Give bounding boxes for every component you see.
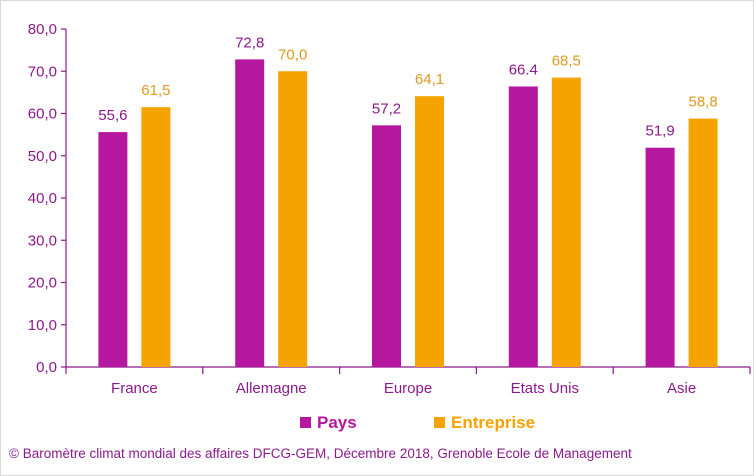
data-label: 61,5 [141,82,170,99]
bar-pays [235,59,265,368]
x-category-label: France [111,380,158,397]
x-category-label: Etats Unis [511,380,579,397]
legend-label-entreprise: Entreprise [451,413,535,432]
bar-entreprise [278,71,308,367]
y-tick-label: 10,0 [28,317,57,334]
x-category-label: Europe [384,380,432,397]
legend-swatch-pays [300,417,311,428]
y-tick-label: 60,0 [28,106,57,123]
chart-caption: © Baromètre climat mondial des affaires … [9,446,632,461]
y-tick-label: 70,0 [28,63,57,80]
bar-entreprise [551,77,581,368]
data-label: 68,5 [552,53,581,70]
data-label: 64,1 [415,71,444,88]
y-tick-label: 30,0 [28,232,57,249]
x-category-label: Allemagne [236,380,307,397]
bar-pays [98,132,128,367]
bar-pays [508,86,538,368]
bar-entreprise [415,96,444,368]
bar-entreprise [141,107,171,367]
data-label: 51,9 [645,123,674,140]
data-label: 72,8 [235,34,264,51]
data-label: 66.4 [509,61,538,78]
y-tick-label: 0,0 [36,359,57,376]
y-tick-label: 50,0 [28,148,57,165]
bar-pays [372,125,401,367]
bar-pays [645,147,675,367]
data-label: 70,0 [278,46,307,63]
y-tick-label: 80,0 [28,21,57,38]
legend-label-pays: Pays [317,413,357,432]
bar-chart: 0,0 10,0 20,0 30,0 40,0 50,0 60,0 70,0 80,0 55,6 6… [28,21,751,432]
data-label: 58,8 [688,94,717,111]
data-label: 57,2 [372,100,401,117]
y-tick-label: 20,0 [28,275,57,292]
bar-entreprise [688,118,718,367]
y-tick-label: 40,0 [28,190,57,207]
data-label: 55,6 [98,107,127,124]
legend-swatch-entreprise [434,417,445,428]
x-category-label: Asie [667,380,696,397]
